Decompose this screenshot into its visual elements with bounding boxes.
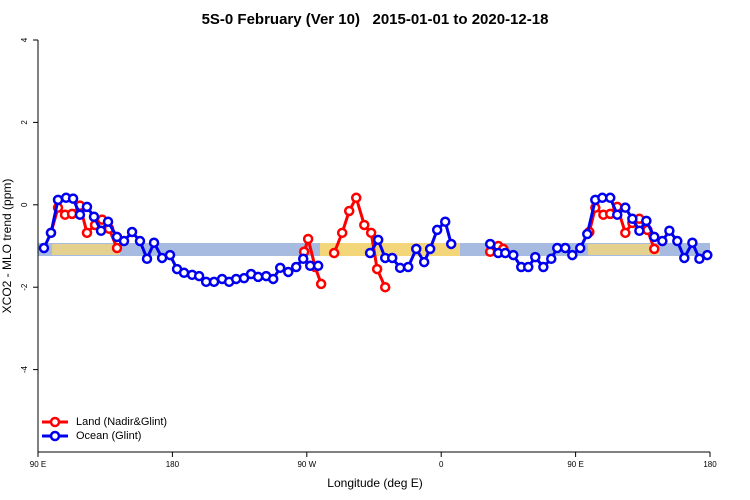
x-axis-label: Longitude (deg E) <box>327 476 422 490</box>
legend-marker <box>49 416 61 428</box>
point <box>523 261 534 273</box>
point <box>379 281 391 293</box>
point <box>402 261 414 273</box>
point <box>328 247 340 259</box>
point <box>694 253 705 265</box>
point <box>350 192 362 204</box>
x-tick-label: 0 <box>439 460 444 469</box>
x-tick-label: 90 W <box>297 460 316 469</box>
point <box>664 225 675 237</box>
point <box>567 249 578 261</box>
point <box>672 235 683 247</box>
point <box>252 271 264 283</box>
point <box>74 209 86 220</box>
point <box>574 242 586 254</box>
point <box>641 215 652 227</box>
y-tick-label: 0 <box>20 202 29 207</box>
point <box>81 227 93 239</box>
y-tick-label: 2 <box>20 120 29 125</box>
point <box>102 216 114 227</box>
point <box>67 193 79 204</box>
chart-title: 5S-0 February (Ver 10) 2015-01-01 to 202… <box>202 11 549 28</box>
point <box>38 242 50 254</box>
y-tick-label: 4 <box>20 37 29 42</box>
point <box>302 233 314 245</box>
point <box>581 228 593 240</box>
point <box>208 276 220 288</box>
y-axis-label: XCO2 - MLO trend (ppm) <box>0 179 14 314</box>
point <box>141 253 153 265</box>
point <box>312 260 324 272</box>
x-tick-label: 180 <box>166 460 180 469</box>
point <box>164 249 176 261</box>
point <box>134 235 146 247</box>
point <box>634 225 645 237</box>
point <box>178 267 190 279</box>
point <box>538 261 549 273</box>
point <box>193 270 205 282</box>
point <box>371 263 383 275</box>
x-tick-label: 90 E <box>30 460 46 469</box>
y-tick-label: -2 <box>20 283 29 291</box>
point <box>560 242 571 254</box>
x-tick-label: 90 E <box>567 460 583 469</box>
point <box>81 201 93 213</box>
point <box>297 253 309 265</box>
point <box>445 238 457 250</box>
point <box>148 237 160 248</box>
point <box>620 202 631 213</box>
point <box>118 235 130 247</box>
point <box>649 243 660 255</box>
point <box>620 227 631 239</box>
point <box>439 216 451 227</box>
legend-marker <box>49 430 61 442</box>
point <box>364 247 376 259</box>
point <box>612 209 623 220</box>
point <box>551 242 563 254</box>
point <box>627 213 638 225</box>
point <box>687 237 698 248</box>
point <box>126 226 138 238</box>
y-tick-label: -4 <box>20 365 29 373</box>
point <box>508 249 519 261</box>
point <box>52 194 64 206</box>
point <box>359 219 370 231</box>
legend-label: Ocean (Glint) <box>76 430 141 442</box>
point <box>546 253 557 265</box>
point <box>315 278 327 290</box>
point <box>274 262 286 274</box>
point <box>411 243 422 255</box>
point <box>702 249 713 261</box>
point <box>679 252 690 264</box>
point <box>530 251 541 263</box>
point <box>365 227 377 239</box>
point <box>45 227 57 239</box>
point <box>336 227 348 239</box>
point <box>431 224 443 236</box>
point <box>95 225 107 237</box>
point <box>88 211 100 222</box>
x-tick-label: 180 <box>703 460 717 469</box>
point <box>343 205 355 217</box>
point <box>111 242 123 254</box>
point <box>418 256 430 268</box>
point <box>372 234 384 246</box>
series-line <box>49 196 656 288</box>
point <box>290 261 302 273</box>
point <box>283 266 294 278</box>
legend-label: Land (Nadir&Glint) <box>76 416 167 428</box>
point <box>657 235 668 247</box>
point <box>484 238 496 250</box>
point <box>604 192 616 204</box>
point <box>267 273 279 285</box>
point <box>424 243 436 255</box>
point <box>500 247 511 259</box>
point <box>394 262 406 274</box>
point <box>386 252 398 264</box>
point <box>649 231 660 243</box>
